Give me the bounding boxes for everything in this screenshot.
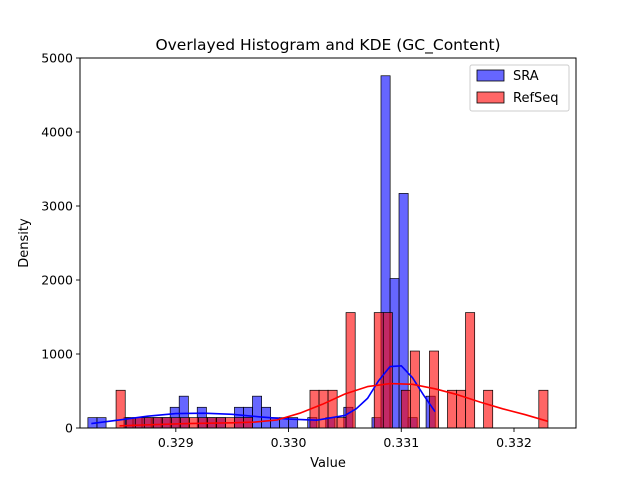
refseq-bar xyxy=(134,417,145,429)
refseq-bar xyxy=(409,350,420,429)
y-tick-label: 4000 xyxy=(41,125,73,140)
legend: SRA RefSeq xyxy=(469,64,570,112)
refseq-bar xyxy=(152,417,163,429)
refseq-bar xyxy=(327,389,338,429)
refseq-bar xyxy=(483,389,494,429)
refseq-bar xyxy=(447,389,458,429)
y-tick-label: 0 xyxy=(65,421,73,436)
y-tick-label: 3000 xyxy=(41,199,73,214)
legend-swatch-sra xyxy=(476,69,505,82)
y-tick-label: 2000 xyxy=(41,273,73,288)
chart-title: Overlayed Histogram and KDE (GC_Content) xyxy=(155,36,500,55)
refseq-bar xyxy=(465,312,476,429)
refseq-bar xyxy=(170,417,181,429)
plot-area xyxy=(87,75,549,429)
sra-bar xyxy=(252,395,262,429)
x-tick-label: 0.332 xyxy=(496,435,532,450)
x-tick-label: 0.330 xyxy=(271,435,307,450)
y-axis-label: Density xyxy=(17,218,32,268)
refseq-bar xyxy=(143,417,154,429)
y-tick-label: 5000 xyxy=(41,51,73,66)
sra-kde-line xyxy=(91,364,436,425)
refseq-bar xyxy=(373,312,384,429)
x-tick-label: 0.331 xyxy=(383,435,419,450)
x-axis: 0.329 0.330 0.331 0.332 xyxy=(158,428,532,450)
refseq-bar xyxy=(400,389,411,429)
plot-frame xyxy=(79,57,577,429)
refseq-bar xyxy=(161,417,172,429)
refseq-kde-line xyxy=(119,382,549,427)
refseq-bar xyxy=(318,389,329,429)
legend-label-refseq: RefSeq xyxy=(513,91,559,106)
refseq-bar xyxy=(538,389,549,429)
y-tick-label: 1000 xyxy=(41,347,73,362)
x-axis-label: Value xyxy=(310,456,346,471)
refseq-bar xyxy=(336,417,347,429)
y-axis: 0 1000 2000 3000 4000 5000 xyxy=(41,51,80,436)
x-tick-label: 0.329 xyxy=(158,435,194,450)
legend-label-sra: SRA xyxy=(513,69,539,84)
refseq-bar xyxy=(115,389,126,429)
kde-lines xyxy=(91,364,549,427)
legend-swatch-refseq xyxy=(476,91,505,104)
